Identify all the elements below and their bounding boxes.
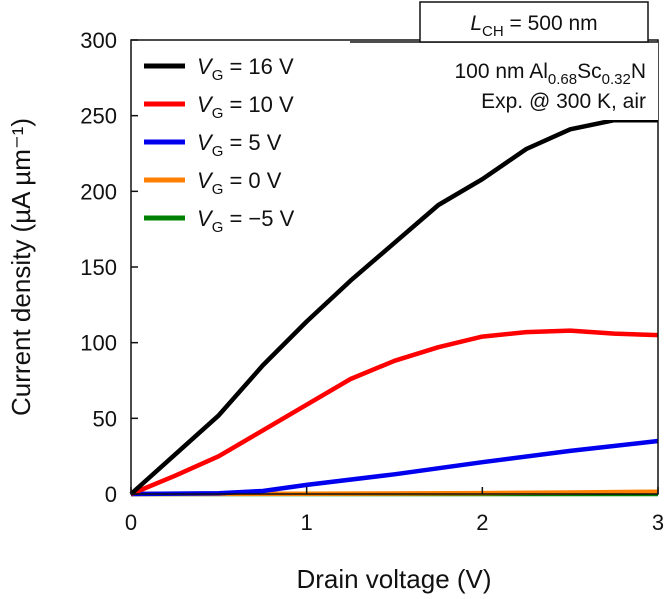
annotation-material-box: 100 nm Al0.68Sc0.32N Exp. @ 300 K, air [350, 41, 658, 120]
y-tick-label: 50 [93, 406, 117, 431]
legend-item: VG = 10 V [144, 92, 294, 122]
legend-item: VG = −5 V [144, 206, 295, 236]
legend-label: VG = 16 V [197, 54, 294, 84]
condition-label: Exp. @ 300 K, air [481, 90, 646, 113]
x-tick-label: 2 [476, 510, 488, 535]
series-line-2 [130, 438, 659, 497]
legend-label: VG = 10 V [197, 92, 294, 122]
x-tick-label: 3 [652, 510, 664, 535]
legend-label: VG = 0 V [197, 168, 282, 198]
y-tick-label: 200 [80, 179, 117, 204]
legend-item: VG = 0 V [144, 168, 282, 198]
y-tick-label: 250 [80, 104, 117, 129]
y-tick-label: 150 [80, 255, 117, 280]
material-label: 100 nm Al0.68Sc0.32N [455, 60, 647, 88]
legend-label: VG = −5 V [197, 206, 295, 236]
legend-label: VG = 5 V [197, 130, 282, 160]
y-tick-label: 0 [105, 482, 117, 507]
y-axis-title: Current density (µA µm⁻¹) [6, 118, 36, 416]
y-tick-label: 100 [80, 331, 117, 356]
x-axis-title: Drain voltage (V) [296, 564, 491, 594]
series-line-0 [129, 117, 658, 496]
y-tick-label: 300 [80, 28, 117, 53]
legend: VG = 16 V VG = 10 V VG = 5 V VG = 0 V VG = −… [144, 54, 295, 236]
series-line-1 [130, 328, 659, 497]
x-tick-label: 0 [125, 510, 137, 535]
annotation-channel-length-box: LCH = 500 nm [419, 1, 649, 43]
channel-length-label: LCH = 500 nm [470, 12, 597, 40]
ticks-layer: 0 1 2 3 0 50 100 150 200 250 300 [80, 28, 664, 535]
legend-item: VG = 16 V [144, 54, 294, 84]
legend-item: VG = 5 V [144, 130, 282, 160]
x-tick-label: 1 [301, 510, 313, 535]
